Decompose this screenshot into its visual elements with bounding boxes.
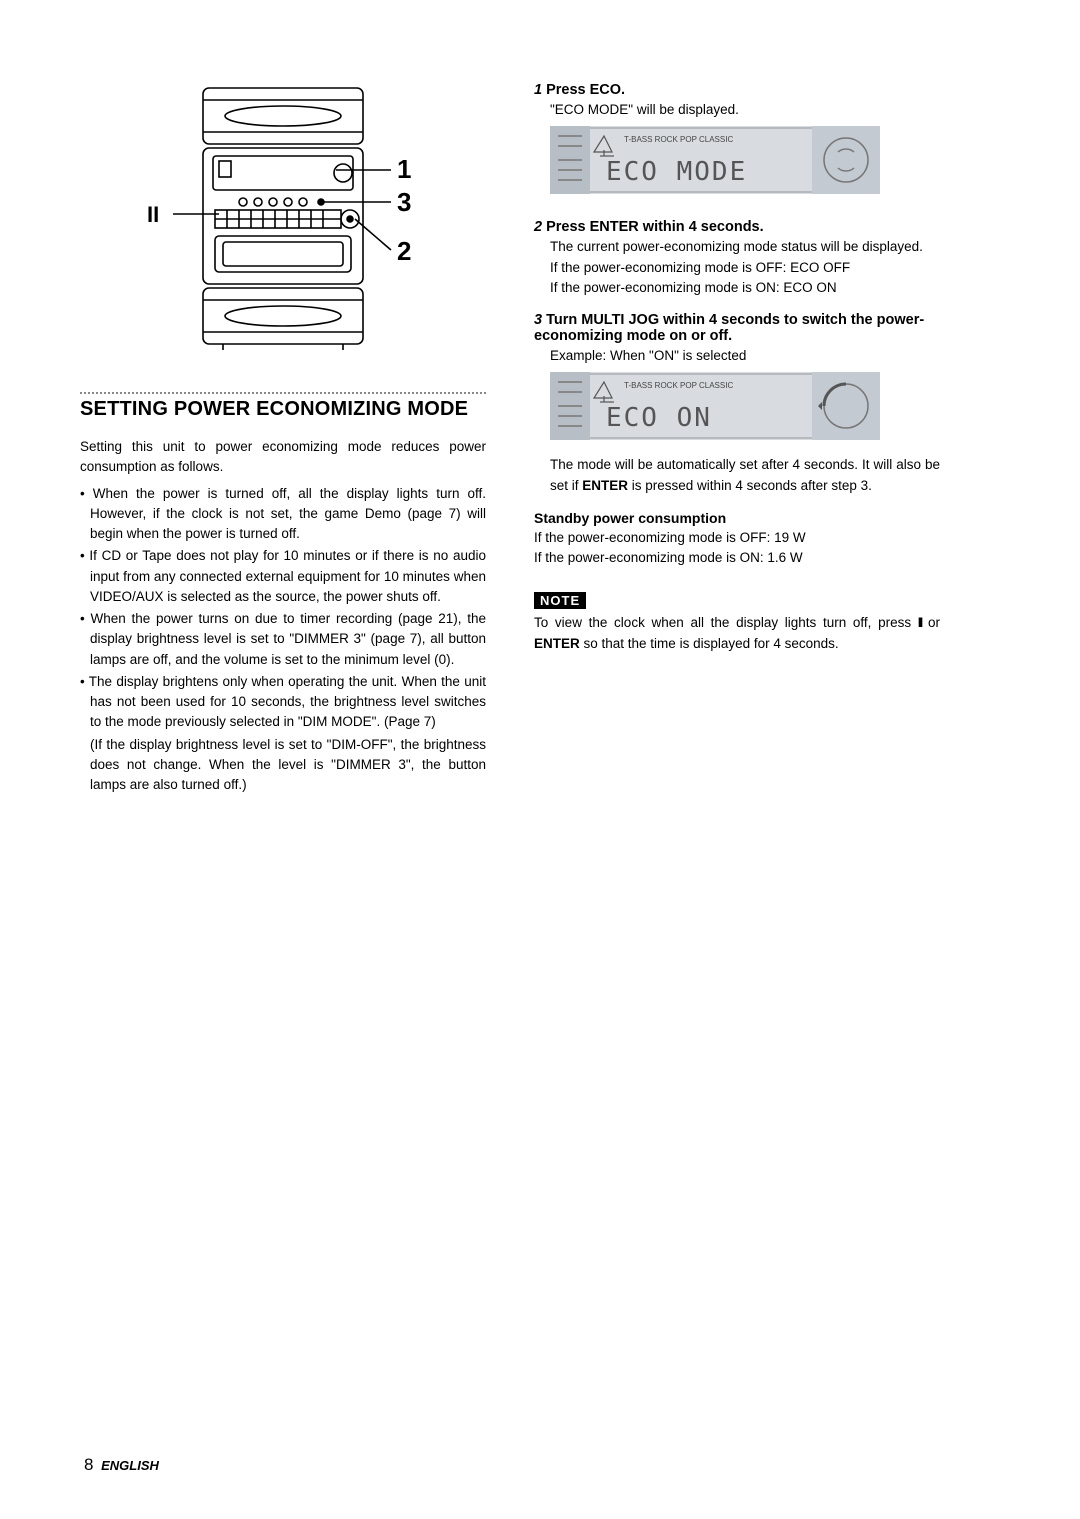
bullet-list: When the power is turned off, all the di… (80, 484, 486, 733)
step-1: 1Press ECO. "ECO MODE" will be displayed… (534, 82, 940, 205)
display-main-text: ECO ON (606, 403, 712, 433)
language-label: ENGLISH (101, 1458, 159, 1473)
lcd-display-eco-on: T-BASS ROCK POP CLASSIC ECO ON (550, 372, 880, 440)
after-text-post: is pressed within 4 seconds after step 3… (628, 478, 872, 493)
list-item: When the power turns on due to timer rec… (80, 609, 486, 670)
step-body: Example: When "ON" is selected (534, 346, 940, 366)
bullet-tail-paragraph: (If the display brightness level is set … (80, 735, 486, 796)
page-number: 8 (84, 1455, 93, 1474)
standby-heading: Standby power consumption (534, 510, 940, 526)
list-item: If CD or Tape does not play for 10 minut… (80, 546, 486, 607)
note-pre: To view the clock when all the display l… (534, 615, 918, 630)
stereo-system-diagram: 1 3 2 II (133, 82, 433, 356)
section-divider (80, 392, 486, 394)
step-2: 2Press ENTER within 4 seconds. The curre… (534, 219, 940, 298)
display-top-labels: T-BASS ROCK POP CLASSIC (624, 135, 733, 144)
intro-paragraph: Setting this unit to power economizing m… (80, 437, 486, 478)
step-body: The current power-economizing mode statu… (534, 237, 940, 298)
step-number: 2 (534, 219, 542, 235)
step-number: 3 (534, 312, 542, 328)
step-body: "ECO MODE" will be displayed. (534, 100, 940, 120)
step-heading: 1Press ECO. (534, 82, 940, 98)
page-content: 1 3 2 II SETTING POWER ECONOMIZING MODE … (0, 0, 1080, 837)
note-mid: or (921, 615, 940, 630)
enter-label: ENTER (534, 636, 580, 651)
step-heading: 3Turn MULTI JOG within 4 seconds to swit… (534, 312, 940, 344)
list-item: The display brightens only when operatin… (80, 672, 486, 733)
two-column-layout: 1 3 2 II SETTING POWER ECONOMIZING MODE … (80, 82, 1000, 797)
note-text: To view the clock when all the display l… (534, 613, 940, 654)
display-main-text: ECO MODE (606, 157, 747, 187)
callout-1: 1 (397, 154, 411, 184)
page-footer: 8 ENGLISH (84, 1455, 159, 1475)
standby-line: If the power-economizing mode is OFF: 19… (534, 528, 940, 548)
step-title: Turn MULTI JOG within 4 seconds to switc… (534, 312, 924, 344)
step-after-text: The mode will be automatically set after… (534, 455, 940, 496)
list-item: When the power is turned off, all the di… (80, 484, 486, 545)
enter-label: ENTER (582, 478, 628, 493)
note-badge: NOTE (534, 592, 586, 609)
step-heading: 2Press ENTER within 4 seconds. (534, 219, 940, 235)
callout-2: 2 (397, 236, 411, 266)
right-column: 1Press ECO. "ECO MODE" will be displayed… (534, 82, 940, 797)
callout-3: 3 (397, 187, 411, 217)
lcd-display-eco-mode: T-BASS ROCK POP CLASSIC ECO MODE (550, 126, 880, 194)
callout-pause: II (147, 202, 159, 227)
left-column: 1 3 2 II SETTING POWER ECONOMIZING MODE … (80, 82, 486, 797)
step-title: Press ENTER within 4 seconds. (546, 219, 764, 235)
section-title: SETTING POWER ECONOMIZING MODE (80, 398, 486, 421)
standby-line: If the power-economizing mode is ON: 1.6… (534, 548, 940, 568)
step-3: 3Turn MULTI JOG within 4 seconds to swit… (534, 312, 940, 496)
step-number: 1 (534, 82, 542, 98)
note-post: so that the time is displayed for 4 seco… (580, 636, 839, 651)
display-top-labels: T-BASS ROCK POP CLASSIC (624, 381, 733, 390)
step-title: Press ECO. (546, 82, 625, 98)
